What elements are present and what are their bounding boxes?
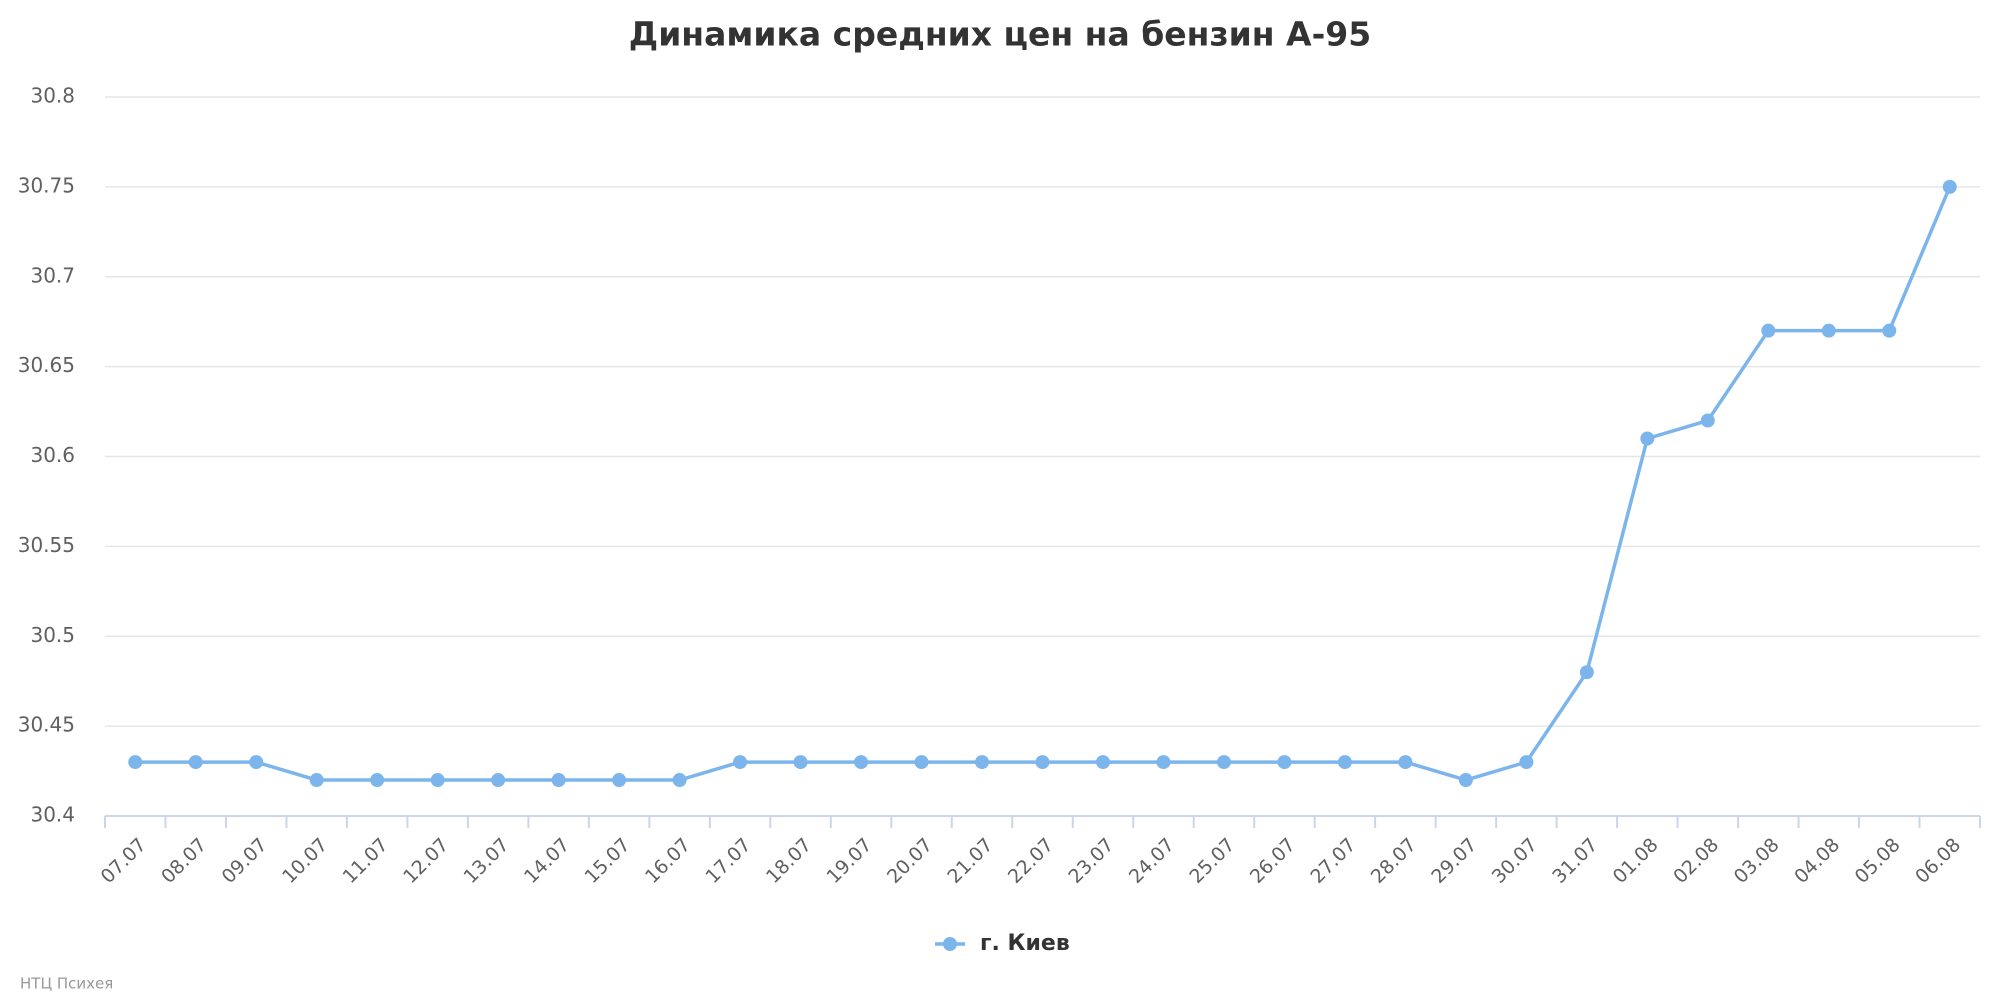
x-tick-label: 11.07 (339, 834, 393, 888)
credit: НТЦ Психея (20, 975, 113, 993)
data-point (430, 773, 445, 788)
x-tick-label: 05.08 (1851, 834, 1905, 888)
data-point (1761, 323, 1776, 338)
data-point (1458, 773, 1473, 788)
x-tick-label: 20.07 (883, 834, 937, 888)
data-point (551, 773, 566, 788)
y-tick-label: 30.7 (30, 263, 75, 287)
data-point (1882, 323, 1897, 338)
data-point (975, 755, 990, 770)
x-tick-label: 10.07 (278, 834, 332, 888)
y-tick-label: 30.65 (18, 353, 75, 377)
legend-marker (943, 937, 957, 951)
x-tick-label: 18.07 (762, 834, 816, 888)
y-tick-label: 30.4 (30, 803, 75, 827)
x-tick-label: 30.07 (1488, 834, 1542, 888)
x-tick-label: 21.07 (943, 834, 997, 888)
x-tick-label: 31.07 (1548, 834, 1602, 888)
data-point (854, 755, 869, 770)
data-point (309, 773, 324, 788)
x-tick-label: 04.08 (1790, 834, 1844, 888)
x-tick-label: 03.08 (1730, 834, 1784, 888)
y-tick-label: 30.8 (30, 84, 75, 108)
x-tick-label: 23.07 (1064, 834, 1118, 888)
y-tick-label: 30.75 (18, 173, 75, 197)
data-point (491, 773, 506, 788)
x-tick-label: 15.07 (581, 834, 635, 888)
chart-title: Динамика средних цен на бензин А-95 (629, 15, 1371, 54)
x-tick-label: 28.07 (1367, 834, 1421, 888)
y-tick-label: 30.55 (18, 533, 75, 557)
data-point (612, 773, 627, 788)
data-point (1519, 755, 1534, 770)
x-tick-label: 09.07 (218, 834, 272, 888)
legend-label: г. Киев (980, 931, 1070, 956)
data-point (1095, 755, 1110, 770)
data-point (1640, 431, 1655, 446)
data-point (672, 773, 687, 788)
x-tick-label: 19.07 (822, 834, 876, 888)
data-point (1942, 179, 1957, 194)
data-point (1700, 413, 1715, 428)
x-tick-label: 07.07 (97, 834, 151, 888)
x-tick-label: 08.07 (157, 834, 211, 888)
x-tick-label: 16.07 (641, 834, 695, 888)
x-tick-label: 26.07 (1246, 834, 1300, 888)
x-tick-label: 24.07 (1125, 834, 1179, 888)
data-point (914, 755, 929, 770)
x-tick-label: 01.08 (1609, 834, 1663, 888)
x-tick-label: 29.07 (1427, 834, 1481, 888)
x-tick-label: 22.07 (1004, 834, 1058, 888)
data-point (1035, 755, 1050, 770)
data-point (370, 773, 385, 788)
data-point (1156, 755, 1171, 770)
x-tick-label: 17.07 (701, 834, 755, 888)
data-point (188, 755, 203, 770)
series-line (135, 186, 1952, 782)
y-tick-label: 30.5 (30, 623, 75, 647)
y-tick-label: 30.6 (30, 443, 75, 467)
x-tick-label: 13.07 (460, 834, 514, 888)
x-tick-label: 14.07 (520, 834, 574, 888)
data-point (1216, 755, 1231, 770)
data-point (733, 755, 748, 770)
data-point (1579, 665, 1594, 680)
x-tick-label: 27.07 (1306, 834, 1360, 888)
x-tick-label: 02.08 (1669, 834, 1723, 888)
x-tick-label: 25.07 (1185, 834, 1239, 888)
data-point (1337, 755, 1352, 770)
data-point (1277, 755, 1292, 770)
data-point (128, 755, 143, 770)
y-tick-label: 30.45 (18, 713, 75, 737)
data-point (249, 755, 264, 770)
data-point (1398, 755, 1413, 770)
data-point (793, 755, 808, 770)
data-point (1821, 323, 1836, 338)
x-tick-label: 06.08 (1911, 834, 1965, 888)
x-tick-label: 12.07 (399, 834, 453, 888)
